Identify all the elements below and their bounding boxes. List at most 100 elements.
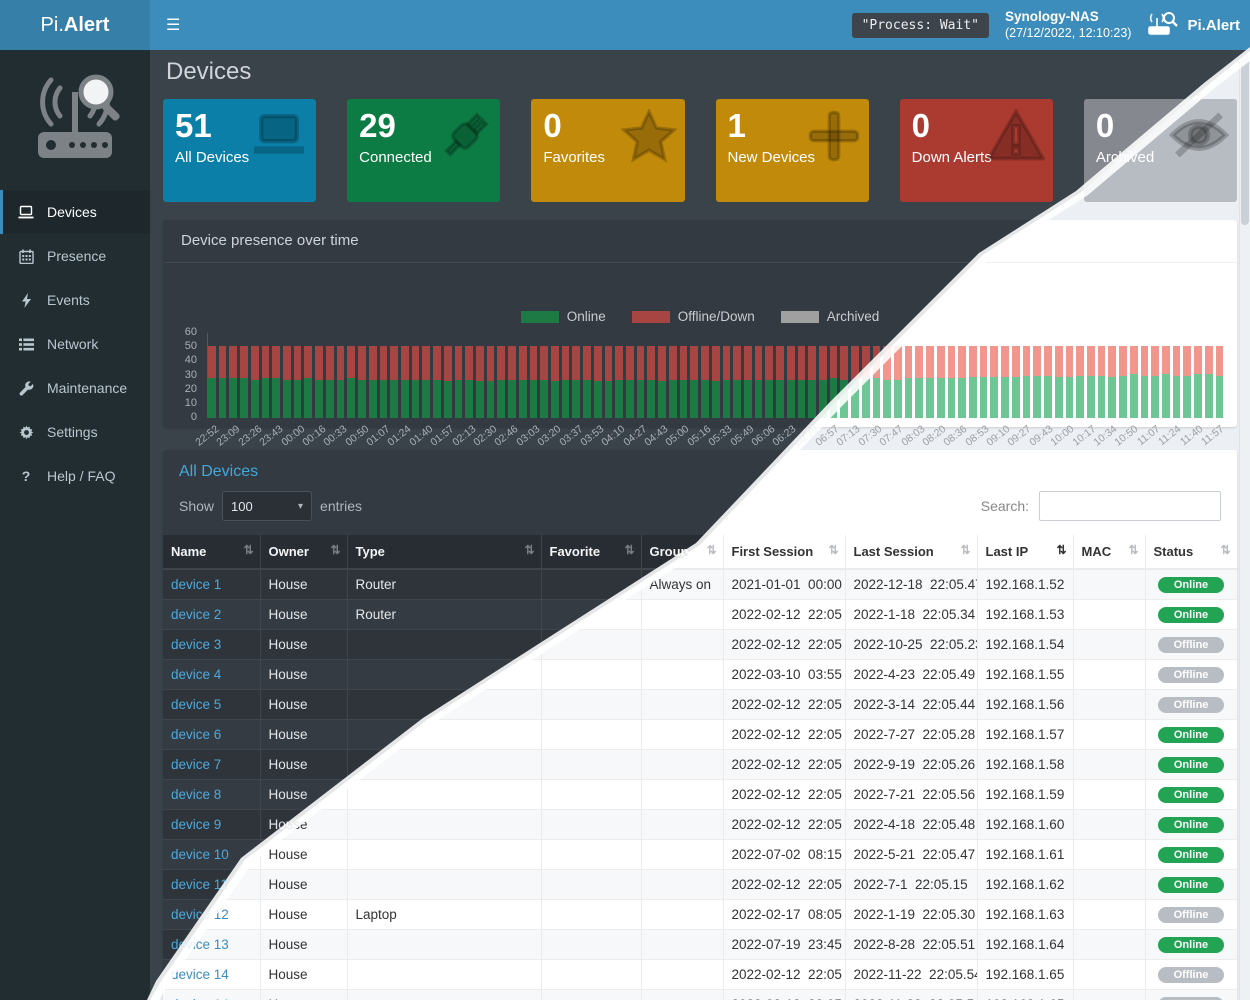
type-cell: Router <box>347 599 542 630</box>
type-cell <box>347 929 542 960</box>
last-ip-cell: 192.168.1.63 <box>977 899 1074 930</box>
favorite-cell <box>541 779 642 810</box>
chart-bar <box>1054 345 1063 418</box>
name-cell: device 1 <box>163 569 261 600</box>
chart-bar <box>679 345 688 418</box>
legend-item-online: Online <box>520 309 606 324</box>
last-session-cell: 2022-1-18 22:05.34 <box>845 599 978 630</box>
first-session-cell: 2022-02-12 22:05 <box>723 959 846 990</box>
column-header-favorite[interactable]: Favorite⇅ <box>541 535 642 570</box>
device-link[interactable]: device 5 <box>171 697 222 712</box>
column-header-name[interactable]: Name⇅ <box>163 535 261 570</box>
chart-bar <box>261 345 270 418</box>
group-cell <box>641 809 724 840</box>
column-header-mac[interactable]: MAC⇅ <box>1073 535 1146 570</box>
status-cell: Offline <box>1145 659 1237 690</box>
device-link[interactable]: device 14 <box>171 967 229 982</box>
mac-cell <box>1073 959 1146 990</box>
device-link[interactable]: device 4 <box>171 667 222 682</box>
vertical-scrollbar[interactable] <box>1239 51 1250 1000</box>
group-cell <box>641 869 724 900</box>
mac-cell <box>1073 899 1146 930</box>
chart-bar <box>240 345 248 418</box>
mac-cell <box>1073 989 1146 1000</box>
column-header-owner[interactable]: Owner⇅ <box>260 535 348 570</box>
column-header-first-session[interactable]: First Session⇅ <box>723 535 846 570</box>
device-link[interactable]: device 8 <box>171 787 222 802</box>
device-link[interactable]: device 7 <box>171 757 222 772</box>
chart-bar <box>508 345 516 418</box>
mac-cell <box>1073 809 1146 840</box>
sidebar-item-maintenance[interactable]: Maintenance <box>0 366 150 410</box>
chart-bar <box>572 345 581 418</box>
device-link[interactable]: device 3 <box>171 637 222 652</box>
search-input[interactable] <box>1039 491 1221 521</box>
sidebar-item-presence[interactable]: Presence <box>0 234 150 278</box>
first-session-cell: 2022-02-12 22:05 <box>723 599 846 630</box>
device-link[interactable]: device 2 <box>171 607 222 622</box>
process-status-badge: "Process: Wait" <box>851 12 989 38</box>
chart-bar <box>1140 345 1149 418</box>
sidebar-item-settings[interactable]: Settings <box>0 410 150 454</box>
hamburger-menu-icon[interactable]: ☰ <box>166 17 181 34</box>
last-ip-cell: 192.168.1.59 <box>977 779 1074 810</box>
page-length-select[interactable]: 100 ▾ <box>222 491 313 521</box>
chart-bar <box>475 345 484 418</box>
search-control: Search: <box>981 491 1221 521</box>
plus-icon <box>807 109 861 168</box>
chart-bar <box>743 345 752 418</box>
chart-bar <box>1022 345 1031 418</box>
device-link[interactable]: device 6 <box>171 727 222 742</box>
name-cell: device 9 <box>163 809 261 840</box>
sidebar-item-label: Presence <box>47 248 107 264</box>
router-search-logo <box>0 50 150 190</box>
device-link[interactable]: device 11 <box>171 877 228 892</box>
chart-bar <box>1194 345 1202 418</box>
brand-logo[interactable]: Pi.Alert <box>0 0 150 50</box>
device-link[interactable]: device 9 <box>171 817 222 832</box>
group-cell <box>641 599 724 630</box>
sidebar-item-network[interactable]: Network <box>0 322 150 366</box>
card-down-alerts[interactable]: 0 Down Alerts <box>899 99 1053 202</box>
chart-bar <box>1129 345 1138 418</box>
first-session-cell: 2022-03-10 03:55 <box>723 659 846 690</box>
column-header-last-ip[interactable]: Last IP⇅ <box>977 535 1074 570</box>
chart-bar <box>776 345 784 418</box>
first-session-cell: 2022-02-12 22:05 <box>723 719 846 750</box>
sidebar-item-devices[interactable]: Devices <box>0 190 150 234</box>
type-cell <box>347 989 542 1000</box>
device-link[interactable]: device 10 <box>171 847 229 862</box>
y-axis-label: 10 <box>184 396 197 409</box>
sidebar: Devices Presence Events Network Maintena… <box>0 50 150 1000</box>
status-cell: Online <box>1145 599 1237 630</box>
first-session-cell: 2022-02-12 22:05 <box>723 809 846 840</box>
card-favorites[interactable]: 0 Favorites <box>531 99 685 202</box>
favorite-cell <box>541 689 642 720</box>
sidebar-item-help[interactable]: ? Help / FAQ <box>0 454 150 498</box>
status-badge: Online <box>1158 727 1224 743</box>
owner-cell: House <box>260 839 348 870</box>
scrollbar-thumb[interactable] <box>1241 55 1249 225</box>
mac-cell <box>1073 569 1146 600</box>
sidebar-item-events[interactable]: Events <box>0 278 150 322</box>
group-cell <box>641 899 724 930</box>
last-ip-cell: 192.168.1.52 <box>977 569 1074 600</box>
column-header-status[interactable]: Status⇅ <box>1145 535 1237 570</box>
card-all-devices[interactable]: 51 All Devices <box>163 99 317 202</box>
column-header-type[interactable]: Type⇅ <box>347 535 542 570</box>
chart-bar <box>583 345 591 418</box>
calendar-icon <box>17 249 35 264</box>
sort-icon: ⇅ <box>1128 543 1139 557</box>
device-link[interactable]: device 1 <box>171 577 222 592</box>
mac-cell <box>1073 839 1146 870</box>
column-header-last-session[interactable]: Last Session⇅ <box>845 535 978 570</box>
card-connected[interactable]: 29 Connected <box>347 99 501 202</box>
card-new-devices[interactable]: 1 New Devices <box>715 99 869 202</box>
chart-bar <box>1011 345 1020 418</box>
sort-icon: ⇅ <box>243 543 254 557</box>
legend-swatch-archived <box>780 310 819 323</box>
status-cell: Offline <box>1145 989 1237 1000</box>
brand-bold: Alert <box>63 13 110 36</box>
